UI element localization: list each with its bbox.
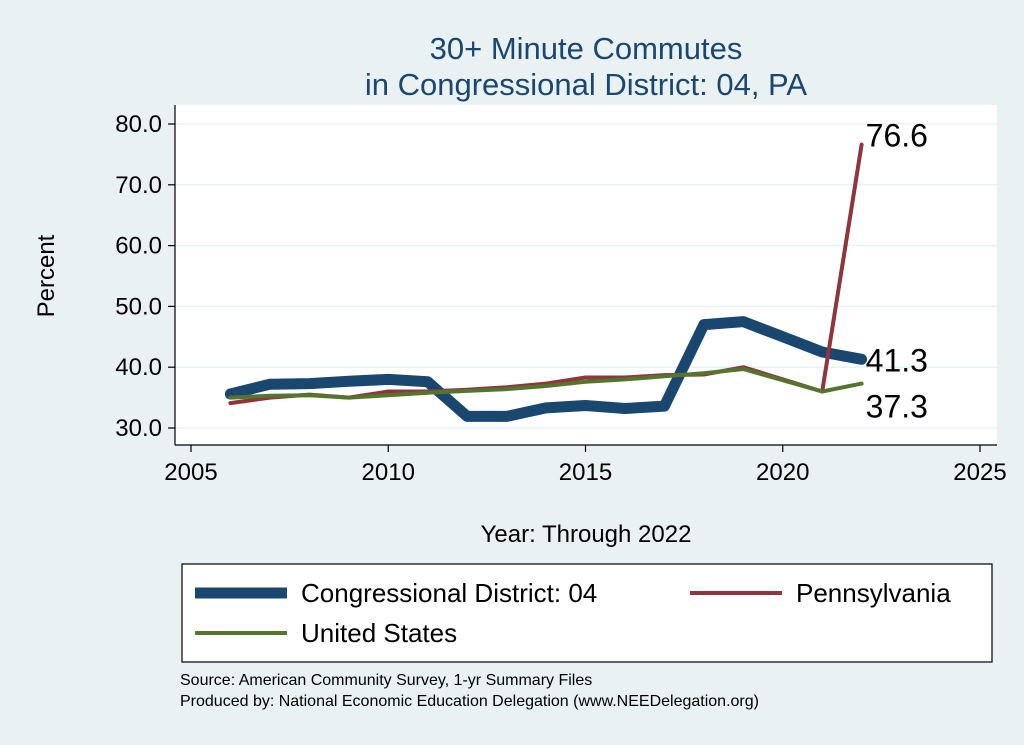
y-axis-ticks: 30.0 40.0 50.0 60.0 70.0 80.0: [115, 111, 175, 442]
x-tick-label: 2025: [953, 459, 1006, 486]
produced-by-note: Produced by: National Economic Education…: [180, 693, 759, 710]
end-label: 41.3: [866, 342, 928, 378]
y-tick-label: 40.0: [115, 354, 162, 381]
x-tick-label: 2020: [756, 459, 809, 486]
y-tick-label: 60.0: [115, 233, 162, 260]
y-tick-label: 70.0: [115, 172, 162, 199]
y-tick-label: 50.0: [115, 293, 162, 320]
x-tick-label: 2005: [164, 459, 217, 486]
legend-label: Pennsylvania: [796, 578, 951, 608]
series-line-united-states: [228, 367, 864, 400]
y-axis-title: Percent: [33, 234, 60, 317]
legend-label: United States: [301, 618, 457, 648]
x-axis-ticks: 2005 2010 2015 2020 2025: [164, 445, 1007, 486]
series-lines: [224, 142, 868, 422]
end-label: 76.6: [866, 118, 928, 154]
chart-title-line-1: 30+ Minute Commutes: [430, 31, 743, 66]
legend-label: Congressional District: 04: [301, 578, 597, 608]
x-axis-title: Year: Through 2022: [481, 521, 692, 548]
y-tick-label: 80.0: [115, 111, 162, 138]
series-line-congressional-district-04: [224, 316, 868, 422]
end-label: 37.3: [866, 389, 928, 425]
x-tick-label: 2010: [362, 459, 415, 486]
x-tick-label: 2015: [559, 459, 612, 486]
end-labels: 41.3 76.6 37.3: [866, 118, 928, 425]
source-note: Source: American Community Survey, 1-yr …: [180, 672, 592, 689]
legend: Congressional District: 04 Pennsylvania Un…: [195, 578, 951, 648]
legend-box: [181, 563, 993, 663]
gridlines: [175, 123, 997, 429]
y-tick-label: 30.0: [115, 415, 162, 442]
chart-title-line-2: in Congressional District: 04, PA: [365, 67, 808, 102]
